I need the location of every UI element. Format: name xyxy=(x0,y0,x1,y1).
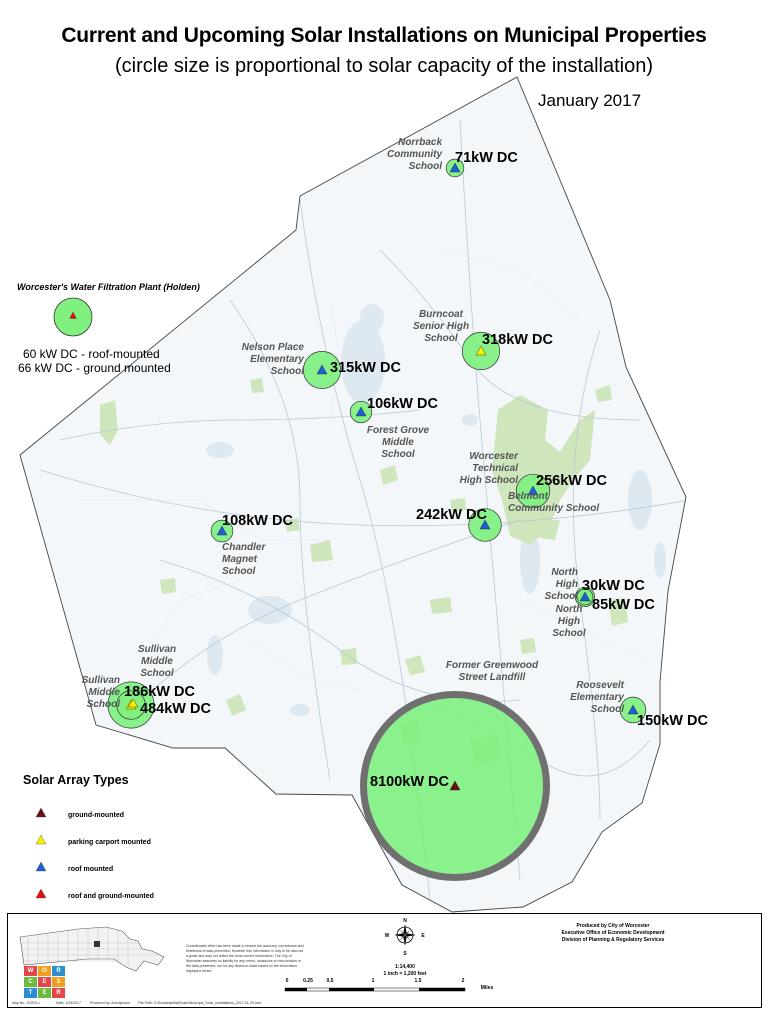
capacity-label-greenwood-landfill: 8100kW DC xyxy=(370,774,449,790)
footer-produced-by: Produced by: Anonymous xyxy=(90,1001,130,1005)
type-marker-3 xyxy=(355,406,367,417)
site-label-forest-grove: Forest Grove Middle School xyxy=(366,425,430,460)
logo-tile-5: S xyxy=(52,977,65,987)
holden-symbol xyxy=(53,297,93,337)
type-marker-0 xyxy=(449,162,461,173)
scale-unit: Miles xyxy=(480,985,494,991)
legend-symbol-3 xyxy=(35,888,47,899)
scale-ratio: 1:14,400 xyxy=(395,964,415,970)
page-title: Current and Upcoming Solar Installations… xyxy=(61,24,707,47)
compass-s: S xyxy=(403,951,407,957)
capacity-label-roosevelt: 150kW DC xyxy=(637,713,708,729)
capacity-label-north-high-30: 30kW DC xyxy=(582,578,645,594)
capacity-label-sullivan-186: 186kW DC xyxy=(124,684,195,700)
producer-line-3: Division of Planning & Regulatory Servic… xyxy=(561,937,665,943)
site-label-north-high-2: North High School xyxy=(552,604,586,639)
site-label-sullivan-1: Sullivan Middle School xyxy=(137,644,177,679)
logo-tile-1: O xyxy=(38,966,51,976)
capacity-label-north-high-85: 85kW DC xyxy=(592,597,655,613)
site-label-sullivan-2: Sullivan Middle School xyxy=(81,675,120,710)
site-label-norrback: Norrback Community School xyxy=(387,137,442,172)
scale-tick-1: 1 xyxy=(371,978,375,984)
disclaimer-text: Considerable effort has been made to ens… xyxy=(186,944,304,973)
compass-e: E xyxy=(421,933,425,939)
site-label-burncoat: Burncoat Senior High School xyxy=(412,309,470,344)
scale-tick-025: 0.25 xyxy=(303,978,313,984)
capacity-label-norrback: 71kW DC xyxy=(455,150,518,166)
capacity-label-burncoat: 318kW DC xyxy=(482,332,553,348)
legend-label-roof-and-ground: roof and ground-mounted xyxy=(68,893,154,900)
type-marker-12 xyxy=(449,780,461,791)
type-marker-1 xyxy=(475,345,487,356)
logo-tile-6: T xyxy=(24,988,37,998)
type-marker-6 xyxy=(216,525,228,536)
type-marker-7 xyxy=(579,591,591,602)
logo-tile-3: C xyxy=(24,977,37,987)
holden-ground-capacity: 66 kW DC - ground mounted xyxy=(18,361,171,375)
logo-tile-8: R xyxy=(52,988,65,998)
capacity-label-worcester-technical: 256kW DC xyxy=(536,473,607,489)
type-marker-sullivan-carport xyxy=(127,698,139,708)
capacity-label-nelson-place: 315kW DC xyxy=(330,360,401,376)
holden-label: Worcester's Water Filtration Plant (Hold… xyxy=(17,282,200,292)
footer-map-no: Map No.: EOED-x xyxy=(12,1001,41,1005)
footer-date: Date: 1/26/2017 xyxy=(56,1001,81,1005)
scale-inch: 1 inch = 1,200 feet xyxy=(383,971,427,977)
map-date: January 2017 xyxy=(538,91,642,110)
legend-symbol-1 xyxy=(35,834,47,845)
site-label-roosevelt: Roosevelt Elementary School xyxy=(570,680,624,715)
compass-w: W xyxy=(384,933,390,939)
site-label-worcester-technical: Worcester Technical High School xyxy=(459,451,518,486)
capacity-label-belmont: 242kW DC xyxy=(416,507,487,523)
logo-tile-2: R xyxy=(52,966,65,976)
page-subtitle: (circle size is proportional to solar ca… xyxy=(114,55,654,77)
city-boundary xyxy=(19,76,687,913)
type-marker-11 xyxy=(627,704,639,715)
holden-roof-capacity: 60 kW DC - roof-mounted xyxy=(23,347,160,361)
site-label-nelson-place: Nelson Place Elementary School xyxy=(241,342,304,377)
capacity-label-sullivan-484: 484kW DC xyxy=(140,701,211,717)
compass-n: N xyxy=(403,918,407,924)
legend-title: Solar Array Types xyxy=(23,773,129,787)
producer-line-2: Executive Office of Economic Development xyxy=(561,930,665,936)
logo-tile-0: W xyxy=(24,966,37,976)
type-marker-5 xyxy=(479,519,491,530)
legend-label-parking-carport: parking carport mounted xyxy=(68,839,151,846)
legend-symbols xyxy=(35,807,47,899)
scale-bar xyxy=(284,987,466,992)
site-label-greenwood-landfill: Former Greenwood Street Landfill xyxy=(445,660,539,683)
legend-symbol-0 xyxy=(35,807,47,818)
site-label-chandler: Chandler Magnet School xyxy=(222,542,266,577)
type-marker-2 xyxy=(316,364,328,375)
massachusetts-locator-map xyxy=(19,926,165,972)
installation-markers xyxy=(125,162,639,791)
footer-file-path: File Path: Z:\Sustainability\Solar\Munic… xyxy=(138,1001,262,1005)
capacity-label-forest-grove: 106kW DC xyxy=(367,396,438,412)
producer-line-1: Produced by City of Worcester xyxy=(576,923,650,929)
logo-tile-7: E xyxy=(38,988,51,998)
site-label-belmont: Belmont Community School xyxy=(508,491,600,514)
scale-tick-15: 1.5 xyxy=(414,978,422,984)
scale-tick-05: 0.5 xyxy=(326,978,334,984)
scale-tick-2: 2 xyxy=(461,978,465,984)
capacity-label-chandler: 108kW DC xyxy=(222,513,293,529)
legend-symbol-2 xyxy=(35,861,47,872)
logo-tile-4: E xyxy=(38,977,51,987)
site-label-north-high-1: North High School xyxy=(544,567,578,602)
water-bodies xyxy=(206,304,666,716)
legend-label-roof-mounted: roof mounted xyxy=(68,866,114,873)
type-marker-4 xyxy=(527,485,539,496)
compass-rose-icon xyxy=(394,924,416,946)
scale-tick-0: 0 xyxy=(285,978,289,984)
legend-label-ground-mounted: ground-mounted xyxy=(68,812,124,819)
